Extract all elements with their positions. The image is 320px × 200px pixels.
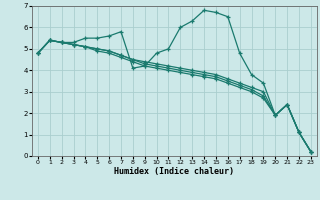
X-axis label: Humidex (Indice chaleur): Humidex (Indice chaleur) (115, 167, 234, 176)
